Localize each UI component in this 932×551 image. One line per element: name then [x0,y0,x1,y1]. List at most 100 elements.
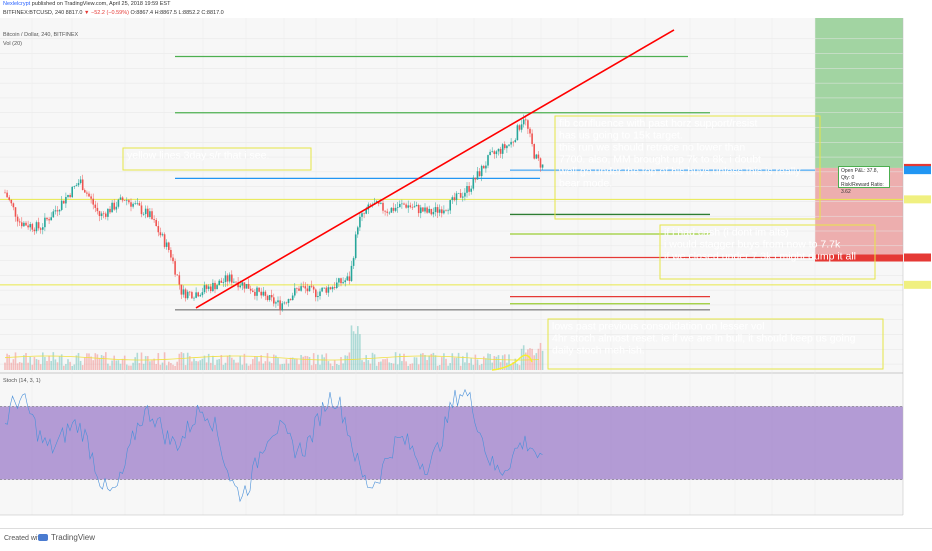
candle-body [285,302,288,304]
candle-body [329,287,332,290]
volume-bar [44,357,46,370]
volume-bar [508,354,510,370]
volume-bar [231,357,233,370]
candle-body [489,151,491,156]
candle-body [403,203,405,205]
candle-body [310,285,313,287]
candle-body [308,285,311,292]
candle-body [16,216,19,222]
volume-bar [102,355,105,370]
annotation-line: has us going to 15k target. [559,130,683,142]
volume-bar [472,364,475,370]
candle-body [121,197,124,201]
volume-bar [474,354,477,370]
volume-bar [491,362,493,370]
candle-body [281,303,283,310]
candle-body [147,208,149,218]
candle-body [48,219,50,221]
candle-body [457,193,460,194]
volume-bar [468,362,470,370]
volume-bar [365,355,367,370]
volume-bar [35,359,38,370]
volume-bar [39,364,42,370]
author-link[interactable]: Nexlelcrypt [3,1,31,7]
candle-body [283,302,286,304]
candle-body [207,286,210,289]
candle-body [413,206,416,208]
candle-body [304,286,307,289]
candle-body [459,193,462,198]
candle-body [134,203,136,204]
volume-bar [94,353,97,370]
volume-bar [375,365,378,370]
volume-bar [323,357,325,370]
candle-body [520,124,523,130]
volume-bar [107,363,109,370]
volume-bar [256,356,258,370]
candle-body [170,249,172,258]
candle-body [96,207,99,212]
created-with: Created with [4,535,44,542]
candle-body [123,200,126,201]
volume-bar [392,363,395,370]
volume-bar [203,355,206,370]
volume-bar [407,365,409,370]
candle-body [201,292,204,296]
volume-bar [294,358,296,370]
candle-body [501,144,504,154]
candle-body [77,183,80,186]
volume-bar [438,364,441,370]
tradingview-brand[interactable]: TradingView [38,533,95,542]
annotation-line: if i had cash (i dont im alts) [664,227,789,239]
candle-body [359,216,361,228]
volume-bar [487,353,489,370]
volume-bar [254,356,256,370]
volume-bar [71,365,73,370]
candle-body [392,207,395,211]
ohlc-label: O:8867.4 H:8867.5 L:8852.2 C:8817.0 [130,10,224,16]
candle-body [159,232,162,236]
candle-body [476,171,479,180]
candle-body [443,210,445,214]
volume-bar [58,356,61,370]
annotation-text: lows past previous consolidation on less… [552,321,856,357]
volume-bar [436,365,439,370]
candle-body [264,291,267,296]
volume-bar [216,359,218,370]
price-axis-bg [903,18,932,515]
volume-bar [237,362,239,370]
candle-body [485,165,487,169]
candle-body [294,288,296,296]
volume-bar [264,361,267,370]
candle-body [65,197,67,204]
candle-body [67,194,69,198]
candle-body [42,227,44,230]
volume-bar [121,358,124,370]
candle-body [487,155,489,166]
candle-body [447,210,449,212]
candle-body [306,288,309,292]
volume-bar [535,353,538,370]
price-chart[interactable]: yellow lines 3day s/r that i see. fib con… [0,18,932,528]
volume-bar [350,325,353,370]
volume-bar [394,352,397,370]
volume-bar [317,354,319,370]
volume-bar [54,359,57,370]
annotation-line: fib confluence with past horz support/re… [559,118,758,130]
candle-body [252,290,254,292]
candle-body [417,204,420,214]
candle-body [155,220,157,227]
candle-body [46,217,48,220]
volume-bar [165,365,168,370]
candle-body [396,207,399,208]
candle-body [514,140,517,143]
candle-body [466,186,468,193]
candle-body [176,274,178,276]
volume-bar [422,353,424,370]
volume-bar [252,359,254,370]
publish-line: Nexlelcrypt published on TradingView.com… [3,1,170,7]
volume-bar [199,360,202,370]
price-tag-bg [904,195,931,204]
volume-bar [21,362,23,370]
volume-bar [476,359,479,370]
